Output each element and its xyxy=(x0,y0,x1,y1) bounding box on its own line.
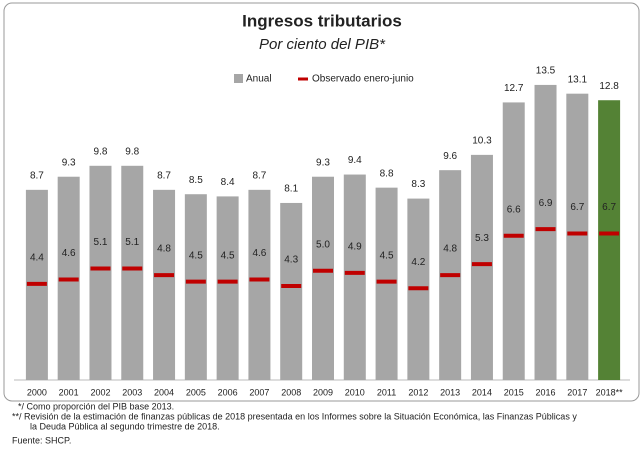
x-tick-label: 2012 xyxy=(408,387,428,397)
marker-label: 5.1 xyxy=(94,237,108,248)
x-tick-label: 2018** xyxy=(596,387,624,397)
marker-label: 5.3 xyxy=(475,233,489,244)
bar-label: 8.4 xyxy=(221,177,235,188)
bar-label: 10.3 xyxy=(472,136,492,147)
x-tick-label: 2013 xyxy=(440,387,460,397)
bar-label: 9.8 xyxy=(125,146,139,157)
bar xyxy=(312,176,334,380)
x-tick-label: 2017 xyxy=(567,387,587,397)
x-tick-label: 2011 xyxy=(377,387,396,397)
bar xyxy=(280,202,303,380)
bar-label: 8.8 xyxy=(380,168,394,179)
bar-label: 12.8 xyxy=(599,81,619,92)
bar xyxy=(184,194,207,380)
x-tick-label: 2015 xyxy=(504,387,524,397)
x-tick-label: 2004 xyxy=(154,387,174,397)
chart-subtitle: Por ciento del PIB* xyxy=(259,36,386,53)
footnote: Fuente: SHCP. xyxy=(12,435,71,445)
bar xyxy=(502,102,525,381)
x-tick-label: 2007 xyxy=(249,387,269,397)
marker-label: 5.0 xyxy=(316,239,330,250)
legend-label: Anual xyxy=(246,74,272,85)
x-tick-label: 2008 xyxy=(281,387,301,397)
marker-label: 6.9 xyxy=(539,198,553,209)
marker-label: 4.8 xyxy=(157,244,171,255)
bar xyxy=(375,187,398,380)
bar-label: 9.4 xyxy=(348,155,362,166)
bar xyxy=(343,174,366,380)
bar-label: 12.7 xyxy=(504,83,524,94)
bar-label: 9.8 xyxy=(94,146,108,157)
x-tick-label: 2014 xyxy=(472,387,492,397)
marker-label: 6.6 xyxy=(507,204,521,215)
marker-label: 4.4 xyxy=(30,252,44,263)
bar-label: 9.3 xyxy=(316,157,330,168)
bar xyxy=(216,196,239,380)
bar-label: 9.6 xyxy=(443,151,457,162)
x-tick-label: 2006 xyxy=(218,387,238,397)
marker-label: 6.7 xyxy=(570,202,584,213)
x-tick-label: 2000 xyxy=(27,387,47,397)
marker-label: 6.7 xyxy=(602,202,616,213)
marker-label: 4.9 xyxy=(348,242,362,253)
bar-label: 13.1 xyxy=(568,74,588,85)
footnote: */ Como proporción del PIB base 2013. xyxy=(18,401,174,411)
bar-label: 8.7 xyxy=(30,170,44,181)
x-tick-label: 2002 xyxy=(90,387,110,397)
bar-label: 8.7 xyxy=(252,170,266,181)
bar xyxy=(598,100,621,380)
bar-label: 8.1 xyxy=(284,184,298,195)
bar xyxy=(248,189,271,380)
x-tick-label: 2003 xyxy=(122,387,142,397)
bar xyxy=(153,189,176,380)
bar xyxy=(566,93,589,381)
bar-label: 9.3 xyxy=(62,157,76,168)
bar-label: 8.7 xyxy=(157,170,171,181)
marker-label: 4.6 xyxy=(62,248,76,259)
marker-label: 4.5 xyxy=(221,250,235,261)
bar-label: 13.5 xyxy=(536,66,556,77)
bar xyxy=(89,165,112,380)
bar xyxy=(470,154,493,380)
marker-label: 4.3 xyxy=(284,255,298,266)
bar xyxy=(121,165,144,380)
bar-label: 8.5 xyxy=(189,175,203,186)
x-tick-label: 2016 xyxy=(536,387,556,397)
legend-label: Observado enero-junio xyxy=(312,74,414,85)
marker-label: 4.2 xyxy=(411,257,425,268)
bar xyxy=(534,84,557,380)
marker-label: 4.6 xyxy=(252,248,266,259)
footnote: la Deuda Pública al segundo trimestre de… xyxy=(30,421,220,431)
marker-label: 4.8 xyxy=(443,244,457,255)
x-tick-label: 2005 xyxy=(186,387,206,397)
x-tick-label: 2001 xyxy=(59,387,79,397)
x-tick-label: 2009 xyxy=(313,387,333,397)
legend-swatch xyxy=(234,74,243,83)
bar-label: 8.3 xyxy=(411,179,425,190)
x-tick-label: 2010 xyxy=(345,387,365,397)
chart-title: Ingresos tributarios xyxy=(242,11,402,30)
footnote: **/ Revisión de la estimación de finanza… xyxy=(12,411,577,421)
marker-label: 4.5 xyxy=(380,250,394,261)
marker-label: 5.1 xyxy=(125,237,139,248)
marker-label: 4.5 xyxy=(189,250,203,261)
